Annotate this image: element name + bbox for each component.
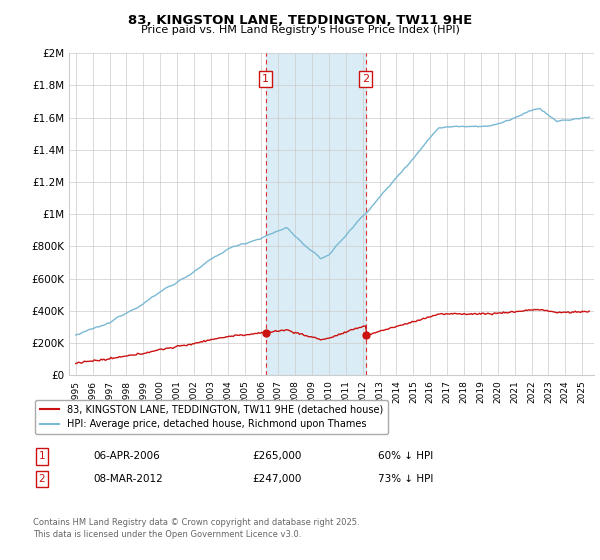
Text: 73% ↓ HPI: 73% ↓ HPI — [378, 474, 433, 484]
Text: Price paid vs. HM Land Registry's House Price Index (HPI): Price paid vs. HM Land Registry's House … — [140, 25, 460, 35]
Text: 60% ↓ HPI: 60% ↓ HPI — [378, 451, 433, 461]
Text: £247,000: £247,000 — [252, 474, 301, 484]
Text: 83, KINGSTON LANE, TEDDINGTON, TW11 9HE: 83, KINGSTON LANE, TEDDINGTON, TW11 9HE — [128, 14, 472, 27]
Text: 2: 2 — [38, 474, 46, 484]
Text: 2: 2 — [362, 74, 369, 84]
Bar — [266, 53, 365, 375]
Text: Contains HM Land Registry data © Crown copyright and database right 2025.
This d: Contains HM Land Registry data © Crown c… — [33, 518, 359, 539]
Text: 06-APR-2006: 06-APR-2006 — [93, 451, 160, 461]
Text: £265,000: £265,000 — [252, 451, 301, 461]
Text: 1: 1 — [38, 451, 46, 461]
Legend: 83, KINGSTON LANE, TEDDINGTON, TW11 9HE (detached house), HPI: Average price, de: 83, KINGSTON LANE, TEDDINGTON, TW11 9HE … — [35, 400, 388, 434]
Text: 08-MAR-2012: 08-MAR-2012 — [93, 474, 163, 484]
Text: 1: 1 — [262, 74, 269, 84]
